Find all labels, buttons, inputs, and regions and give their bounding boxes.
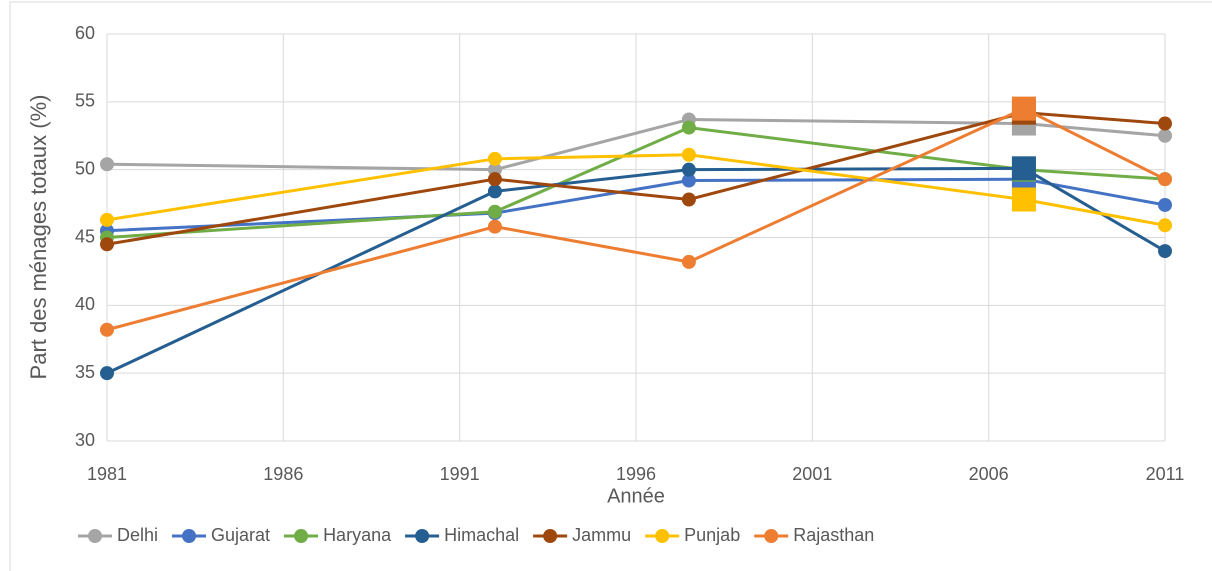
legend-label: Punjab <box>684 525 740 545</box>
marker <box>487 172 502 187</box>
y-tick-label: 40 <box>75 294 95 314</box>
marker <box>681 192 696 207</box>
x-axis-label: Année <box>607 485 665 507</box>
marker <box>100 366 114 381</box>
legend-label: Rajasthan <box>793 525 874 545</box>
marker <box>487 204 502 219</box>
legend-marker <box>655 529 670 543</box>
legend-marker <box>88 529 102 543</box>
marker <box>681 147 696 162</box>
marker <box>1158 197 1172 212</box>
marker <box>681 173 696 188</box>
x-tick-label: 2006 <box>969 464 1009 484</box>
legend-label: Jammu <box>572 525 631 545</box>
marker <box>681 162 696 177</box>
legend-marker <box>294 529 309 543</box>
legend-marker <box>764 529 779 543</box>
marker <box>681 120 696 135</box>
x-tick-label: 1981 <box>87 464 127 484</box>
marker <box>1011 96 1036 121</box>
marker <box>1158 172 1172 187</box>
legend-label: Himachal <box>444 525 519 545</box>
y-axis-label: Part des ménages totaux (%) <box>26 95 51 380</box>
chart-frame <box>9 1 1212 571</box>
x-tick-label: 1991 <box>440 464 480 484</box>
x-tick-label: 1996 <box>616 464 656 484</box>
x-tick-label: 2001 <box>792 464 832 484</box>
marker <box>100 212 114 227</box>
marker <box>100 157 114 172</box>
x-tick-label: 2011 <box>1146 464 1185 484</box>
marker <box>1158 244 1172 259</box>
marker <box>487 151 502 166</box>
y-tick-label: 60 <box>75 23 95 43</box>
marker <box>487 184 502 199</box>
marker <box>1011 187 1036 212</box>
marker <box>1158 116 1172 131</box>
y-tick-label: 50 <box>75 158 95 178</box>
marker <box>487 219 502 234</box>
legend-marker <box>415 529 430 543</box>
y-tick-label: 35 <box>75 362 95 382</box>
legend-label: Gujarat <box>211 525 270 545</box>
y-tick-label: 30 <box>75 430 95 450</box>
marker <box>1158 128 1172 143</box>
legend-marker <box>543 529 558 543</box>
marker <box>1011 156 1036 181</box>
marker <box>100 237 114 252</box>
marker <box>1158 218 1172 233</box>
marker <box>100 322 114 337</box>
legend-label: Delhi <box>117 525 158 545</box>
y-tick-label: 55 <box>75 91 95 111</box>
y-tick-label: 45 <box>75 226 95 246</box>
legend-label: Haryana <box>323 525 392 545</box>
marker <box>681 254 696 269</box>
legend-marker <box>182 529 197 543</box>
x-tick-label: 1986 <box>263 464 303 484</box>
